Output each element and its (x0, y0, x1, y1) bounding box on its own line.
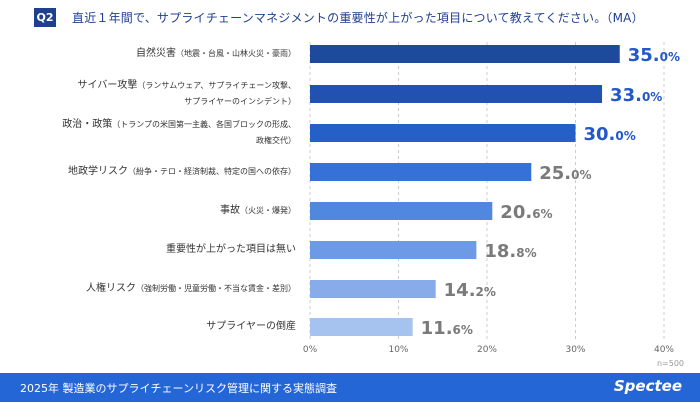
category-label: 自然災害（地震・台風・山林火災・豪雨） (136, 48, 296, 59)
bar-chart: 0% 10% 20% 30% 40% 35.0% 33.0% 30.0% 25.0% 20.6% 1… (303, 42, 680, 355)
question-title: 直近１年間で、サプライチェーンマネジメントの重要性が上がった項目について教えてく… (72, 11, 644, 25)
spectee-logo: Spectee (613, 377, 682, 395)
category-label: サプライヤーの倒産 (206, 321, 296, 332)
bar (310, 163, 532, 181)
data-label: 30.0% (584, 124, 636, 145)
data-label: 25.0% (539, 163, 591, 184)
category-label: サイバー攻撃（ランサムウェア、サプライチェーン攻撃、 サプライヤーのインシデント） (77, 80, 296, 106)
bar (310, 124, 576, 142)
sample-size: n=500 (656, 359, 684, 368)
x-tick-label: 30% (565, 345, 585, 355)
x-tick-label: 10% (388, 345, 408, 355)
bar (310, 202, 493, 220)
bar (310, 45, 620, 63)
category-label: 政治・政策（トランプの米国第一主義、各国ブロックの形成、 政権交代） (62, 119, 296, 145)
data-label: 20.6% (500, 202, 552, 223)
data-label: 11.6% (421, 318, 473, 339)
data-label: 33.0% (610, 85, 662, 106)
bar (310, 280, 436, 298)
category-label: 地政学リスク（紛争・テロ・経済制裁、特定の国への依存） (68, 166, 296, 177)
x-tick-label: 20% (477, 345, 497, 355)
x-tick-label: 40% (654, 345, 674, 355)
category-label: 人権リスク（強制労働・児童労働・不当な賃金・差別） (86, 283, 296, 294)
category-label: 重要性が上がった項目は無い (166, 244, 296, 255)
bar (310, 318, 413, 336)
footer-text: 2025年 製造業のサプライチェーンリスク管理に関する実態調査 (20, 382, 337, 395)
data-label: 14.2% (444, 280, 496, 301)
question-badge: Q2 (34, 8, 56, 27)
bar (310, 85, 603, 103)
category-label: 事故（火災・爆発） (220, 205, 296, 216)
x-tick-label: 0% (303, 345, 318, 355)
bar (310, 241, 477, 259)
data-label: 35.0% (628, 45, 680, 66)
data-label: 18.8% (484, 241, 536, 262)
footer-bar: 2025年 製造業のサプライチェーンリスク管理に関する実態調査 Spectee (0, 373, 700, 402)
